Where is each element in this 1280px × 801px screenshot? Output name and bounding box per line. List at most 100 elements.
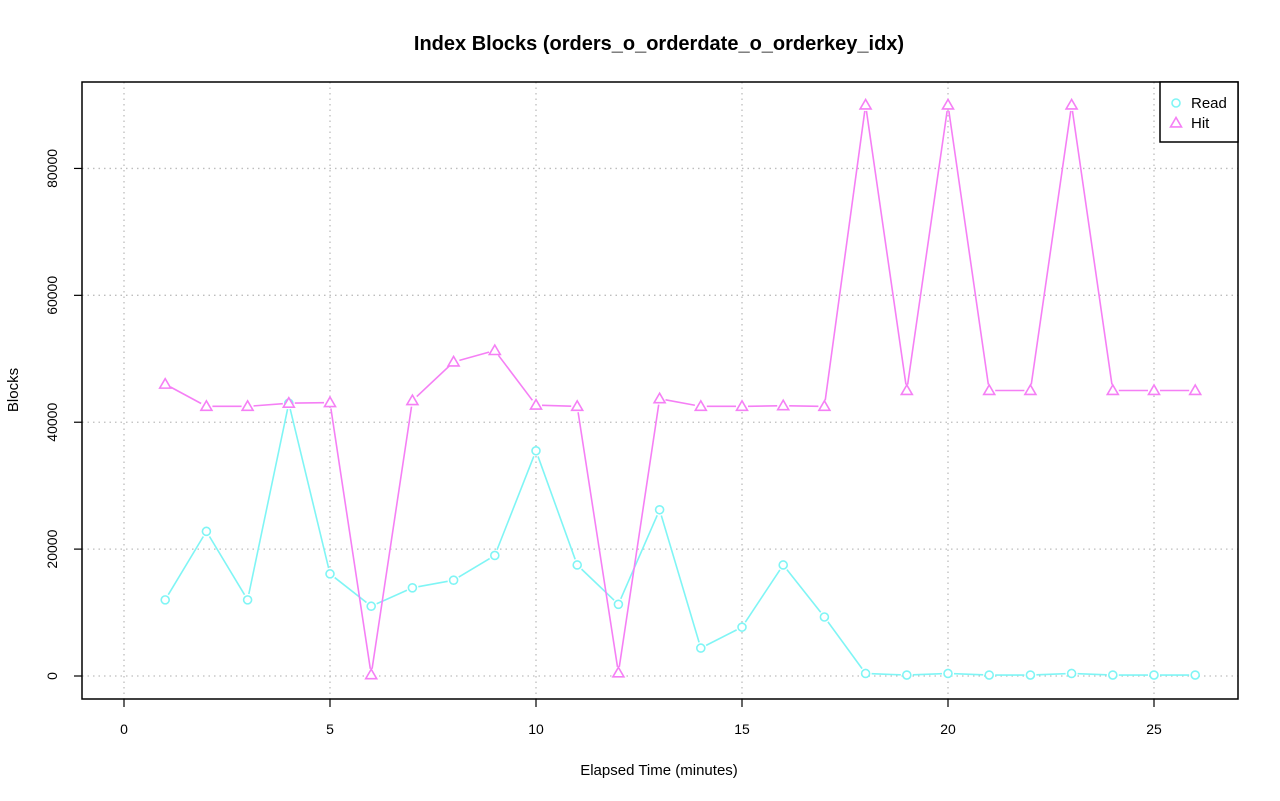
- series-line-segment: [871, 672, 901, 676]
- series-line-segment: [665, 399, 696, 407]
- data-point: [572, 560, 583, 570]
- data-point: [1147, 383, 1161, 396]
- data-point: [1190, 670, 1200, 680]
- data-point: [323, 395, 337, 408]
- series-line-segment: [496, 456, 535, 551]
- data-point: [613, 599, 624, 610]
- x-axis: 0 5 10 15 20 25: [120, 699, 1162, 737]
- series-line-segment: [786, 569, 822, 613]
- y-tick-label: 0: [44, 672, 60, 680]
- y-axis-label: Blocks: [5, 368, 22, 412]
- x-axis-label: Elapsed Time (minutes): [580, 762, 738, 779]
- series-line-segment: [541, 404, 572, 407]
- data-point: [652, 391, 667, 404]
- data-point: [446, 354, 461, 367]
- data-point: [695, 643, 706, 653]
- data-point: [158, 377, 173, 389]
- series-line-segment: [620, 514, 658, 600]
- data-point: [860, 668, 871, 679]
- y-tick-label: 60000: [44, 276, 60, 315]
- series-line-segment: [253, 402, 283, 407]
- series-line-segment: [912, 672, 943, 676]
- series-line-segment: [537, 456, 576, 560]
- series-layer: [158, 97, 1203, 680]
- data-point: [778, 560, 789, 570]
- data-point: [654, 504, 665, 515]
- series-line-segment: [1030, 110, 1072, 385]
- series-line-segment: [580, 568, 615, 601]
- chart-title: Index Blocks (orders_o_orderdate_o_order…: [414, 33, 904, 55]
- series-line-segment: [577, 412, 619, 668]
- series-line-segment: [459, 351, 490, 362]
- x-tick-label: 25: [1146, 721, 1162, 737]
- y-tick-label: 80000: [44, 149, 60, 188]
- x-tick-label: 10: [528, 721, 544, 737]
- legend-item-read: Read: [1171, 95, 1227, 112]
- series-line-segment: [827, 621, 863, 670]
- series-line-segment: [953, 672, 984, 676]
- data-point: [281, 396, 296, 408]
- series-line-segment: [618, 404, 660, 668]
- series-line-segment: [705, 629, 738, 647]
- series-line-segment: [248, 408, 289, 595]
- x-tick-label: 20: [940, 721, 956, 737]
- data-point: [531, 445, 541, 456]
- data-point: [1149, 670, 1159, 680]
- series-line-segment: [208, 536, 246, 596]
- data-point: [1188, 383, 1203, 396]
- series-line-segment: [497, 354, 534, 401]
- series-line-segment: [1071, 110, 1113, 385]
- data-point: [693, 399, 708, 412]
- legend-label: Hit: [1191, 115, 1210, 132]
- data-point: [364, 667, 379, 680]
- x-tick-label: 5: [326, 721, 334, 737]
- series-line-segment: [906, 110, 948, 385]
- data-point: [735, 399, 749, 412]
- series-line-segment: [170, 386, 202, 405]
- series-line-segment: [1036, 672, 1066, 676]
- data-point: [1066, 668, 1077, 679]
- series-line-segment: [865, 110, 907, 385]
- data-point: [366, 601, 377, 612]
- data-point: [982, 383, 997, 396]
- data-point: [405, 393, 420, 406]
- legend-marker: [1171, 98, 1181, 108]
- data-point: [1064, 97, 1079, 110]
- data-point: [199, 399, 214, 412]
- data-point: [941, 97, 955, 110]
- series-line-segment: [371, 406, 413, 669]
- data-point: [901, 670, 912, 680]
- data-point: [240, 399, 255, 412]
- grid: [82, 82, 1238, 699]
- series-line-segment: [458, 557, 491, 578]
- legend-label: Read: [1191, 95, 1227, 112]
- series-line-segment: [376, 589, 408, 605]
- plot-area: [81, 81, 1239, 700]
- legend-box: [1159, 81, 1239, 143]
- series-line-segment: [948, 110, 990, 385]
- legend: Read Hit: [1159, 81, 1239, 143]
- data-point: [242, 595, 253, 605]
- series-line-segment: [416, 365, 450, 398]
- y-axis: 0 20000 40000 60000 80000: [44, 149, 82, 680]
- data-point: [819, 612, 830, 622]
- data-point: [817, 399, 832, 412]
- data-point: [529, 398, 543, 410]
- y-tick-label: 40000: [44, 403, 60, 442]
- data-point: [1023, 383, 1038, 396]
- data-point: [1108, 670, 1118, 680]
- data-point: [325, 569, 335, 579]
- series-line-segment: [330, 408, 372, 669]
- data-point: [487, 343, 502, 356]
- series-line-segment: [660, 515, 700, 643]
- legend-marker: [1169, 115, 1183, 128]
- legend-item-hit: Hit: [1169, 115, 1210, 132]
- data-point: [737, 622, 747, 632]
- series-line-segment: [824, 110, 866, 401]
- data-point: [899, 383, 914, 396]
- series-read: [160, 398, 1200, 680]
- data-point: [984, 670, 995, 680]
- series-line-segment: [744, 569, 781, 623]
- y-tick-label: 20000: [44, 529, 60, 568]
